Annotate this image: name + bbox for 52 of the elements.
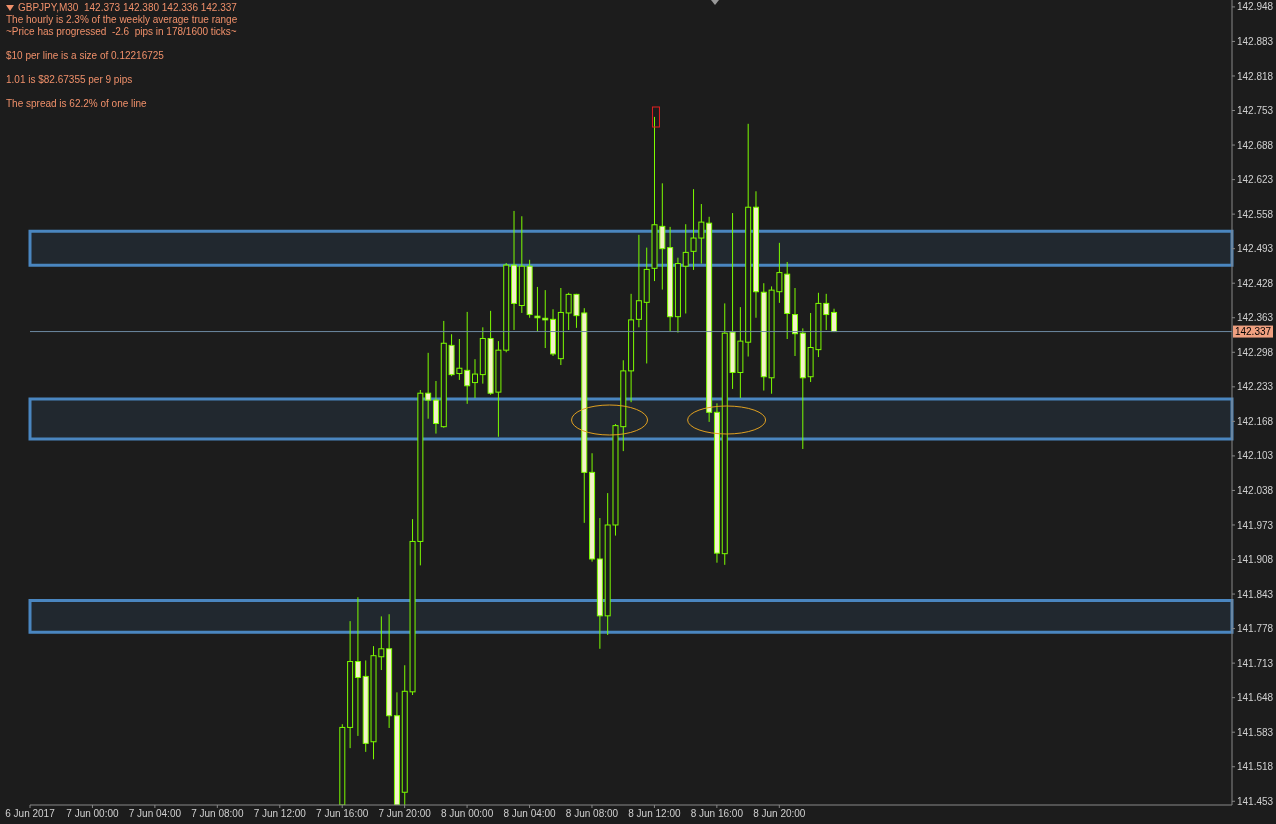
y-tick-label: 142.753 [1237,105,1274,117]
annotation: The spread is 62.2% of one line [6,98,147,110]
candlestick [471,358,478,399]
y-tick-label: 142.948 [1237,1,1274,13]
y-tick-label: 141.583 [1237,726,1274,738]
annotation: $10 per line is a size of 0.12216725 [6,50,164,62]
candlestick [542,289,549,349]
y-tick-label: 142.363 [1237,312,1274,324]
y-tick-label: 142.493 [1237,243,1274,255]
y-tick-label: 141.713 [1237,657,1274,669]
candlestick [534,286,541,333]
chart-title: GBPJPY,M30 142.373 142.380 142.336 142.337 [18,2,237,14]
y-tick-label: 142.428 [1237,277,1274,289]
y-tick-label: 142.298 [1237,346,1274,358]
y-tick-label: 141.453 [1237,795,1274,807]
annotation: ~Price has progressed -2.6 pips in 178/1600 ticks~ [6,26,237,38]
y-tick-label: 142.168 [1237,415,1274,427]
y-tick-label: 142.883 [1237,36,1274,47]
x-tick-label: 7 Jun 20:00 [378,808,432,820]
y-tick-label: 142.688 [1237,139,1274,151]
y-tick-label: 142.103 [1237,450,1274,462]
y-tick-label: 141.843 [1237,588,1274,600]
x-tick-label: 8 Jun 16:00 [690,808,744,820]
x-tick-label: 8 Jun 00:00 [440,808,494,820]
y-tick-label: 142.818 [1237,70,1274,82]
y-tick-label: 141.778 [1237,623,1274,635]
x-tick-label: 8 Jun 08:00 [565,808,619,820]
x-tick-label: 7 Jun 12:00 [253,808,307,820]
x-tick-label: 7 Jun 16:00 [316,808,369,820]
ref-line-label: 142.337 [1234,326,1272,338]
annotation: The hourly is 2.3% of the weekly average true range [6,14,238,26]
y-tick-label: 142.623 [1237,174,1274,186]
x-tick-label: 6 Jun 2017 [5,808,56,820]
candlestick [682,223,689,314]
x-tick-label: 8 Jun 04:00 [503,808,557,820]
y-tick-label: 141.648 [1237,692,1274,704]
x-tick-label: 7 Jun 08:00 [191,808,244,820]
y-tick-label: 141.908 [1237,554,1274,566]
y-tick-label: 141.973 [1237,519,1274,531]
x-tick-label: 7 Jun 04:00 [128,808,182,820]
y-tick-label: 142.233 [1237,381,1274,393]
candlestick [354,596,361,737]
y-tick-label: 142.558 [1237,208,1274,220]
x-tick-label: 7 Jun 00:00 [66,808,120,820]
candlestick [432,380,439,435]
candlestick [792,287,799,357]
y-tick-label: 142.038 [1237,484,1274,496]
x-tick-label: 8 Jun 20:00 [753,808,806,820]
x-tick-label: 8 Jun 12:00 [628,808,681,820]
candlestick [635,234,642,328]
annotation: 1.01 is $82.67355 per 9 pips [6,74,133,86]
y-tick-label: 141.518 [1237,761,1274,773]
